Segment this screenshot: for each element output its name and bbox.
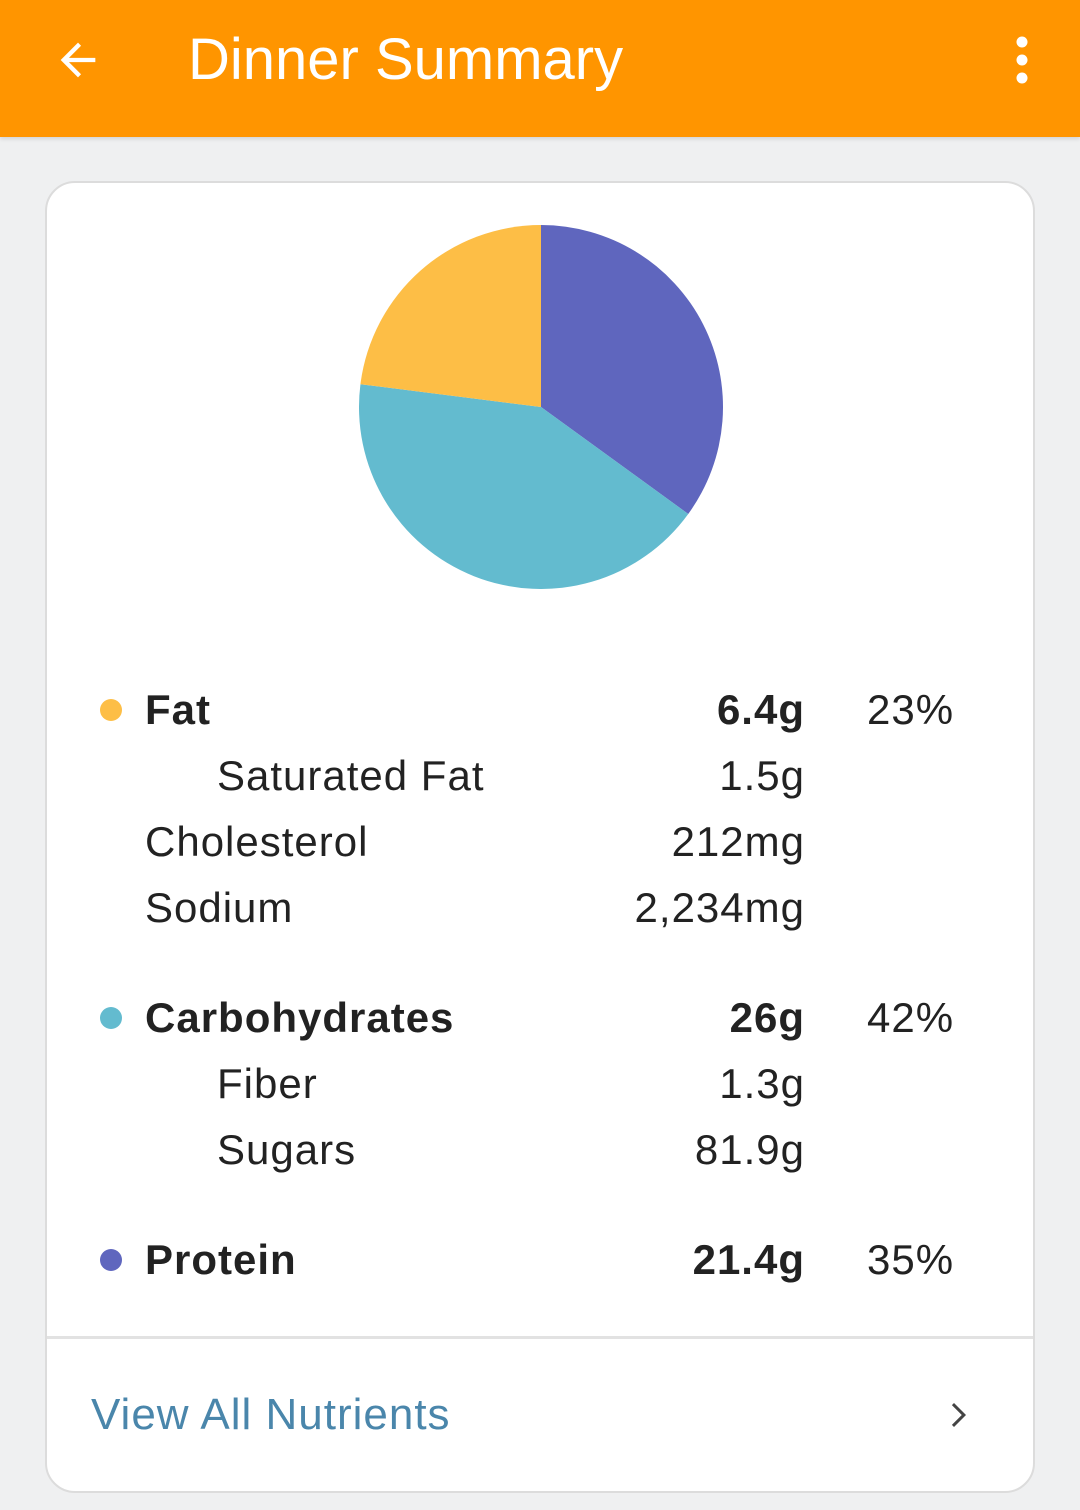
protein-percent: 35% <box>867 1236 955 1283</box>
sodium-amount: 2,234mg <box>634 884 805 931</box>
arrow-back-icon <box>60 42 96 78</box>
carbohydrates-amount: 26g <box>729 994 805 1041</box>
back-button[interactable] <box>40 22 116 98</box>
fat-amount: 6.4g <box>716 686 805 733</box>
pie-slice-protein <box>541 225 723 514</box>
fat-percent: 23% <box>867 686 955 733</box>
view-all-nutrients-label: View All Nutrients <box>91 1390 451 1439</box>
saturated-fat-amount: 1.5g <box>719 752 805 799</box>
protein-amount: 21.4g <box>692 1236 805 1283</box>
pie-slice-fat <box>360 225 541 407</box>
fat-legend-dot <box>100 699 122 721</box>
chevron-right-icon <box>951 1403 966 1427</box>
fiber-label: Fiber <box>217 1060 318 1107</box>
fiber-row: Fiber 1.3g <box>47 1054 1033 1114</box>
fiber-amount: 1.3g <box>719 1060 805 1107</box>
protein-label: Protein <box>145 1236 297 1283</box>
app-bar: Dinner Summary <box>0 0 1080 137</box>
sodium-label: Sodium <box>145 884 294 931</box>
saturated-fat-label: Saturated Fat <box>217 752 485 799</box>
saturated-fat-row: Saturated Fat 1.5g <box>47 746 1033 806</box>
more-vert-icon <box>1016 36 1028 84</box>
pie-slice-carbohydrates <box>359 384 689 589</box>
page-title: Dinner Summary <box>188 27 624 92</box>
summary-card: Fat 6.4g 23% Saturated Fat 1.5g Choleste… <box>45 181 1035 1493</box>
carbohydrates-row: Carbohydrates 26g 42% <box>47 988 1033 1048</box>
cholesterol-row: Cholesterol 212mg <box>47 812 1033 872</box>
cholesterol-amount: 212mg <box>671 818 805 865</box>
sugars-row: Sugars 81.9g <box>47 1120 1033 1180</box>
cholesterol-label: Cholesterol <box>145 818 369 865</box>
carbohydrates-label: Carbohydrates <box>145 994 455 1041</box>
view-all-nutrients-button[interactable]: View All Nutrients <box>47 1339 1033 1491</box>
protein-row: Protein 21.4g 35% <box>47 1230 1033 1290</box>
macro-pie-chart <box>359 225 723 589</box>
sodium-row: Sodium 2,234mg <box>47 878 1033 938</box>
more-options-button[interactable] <box>994 22 1050 98</box>
sugars-amount: 81.9g <box>694 1126 805 1173</box>
carbohydrates-percent: 42% <box>867 994 955 1041</box>
sugars-label: Sugars <box>217 1126 357 1173</box>
fat-label: Fat <box>145 686 211 733</box>
protein-legend-dot <box>100 1249 122 1271</box>
carbohydrates-legend-dot <box>100 1007 122 1029</box>
fat-row: Fat 6.4g 23% <box>47 680 1033 740</box>
card-divider <box>47 1336 1033 1339</box>
